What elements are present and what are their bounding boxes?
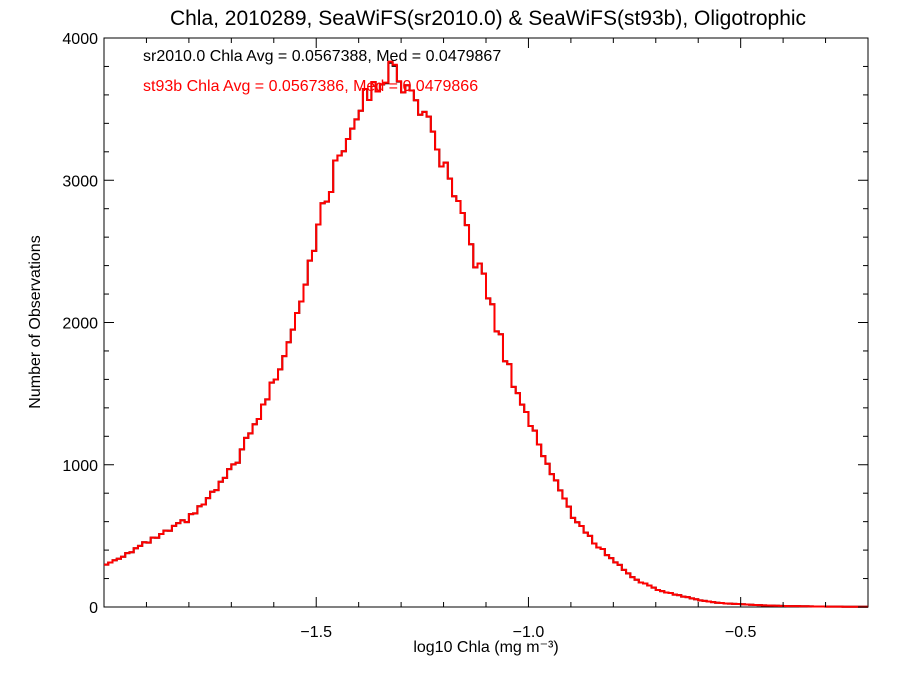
series-layer	[104, 60, 868, 608]
x-tick-label: −1.0	[513, 624, 545, 641]
y-tick-label: 2000	[62, 316, 98, 333]
x-axis-label: log10 Chla (mg m⁻³)	[413, 639, 558, 656]
series-sr2010-line	[104, 61, 868, 608]
y-tick-label: 1000	[62, 458, 98, 475]
chart-title: Chla, 2010289, SeaWiFS(sr2010.0) & SeaWi…	[170, 7, 806, 30]
x-tick-label: −1.5	[300, 624, 332, 641]
y-tick-label: 0	[89, 600, 98, 617]
x-tick-label: −0.5	[725, 624, 757, 641]
series-st93b-line	[104, 60, 868, 608]
y-tick-label: 3000	[62, 173, 98, 190]
y-tick-label: 4000	[62, 31, 98, 48]
annotation-sr2010: sr2010.0 Chla Avg = 0.0567388, Med = 0.0…	[143, 48, 501, 65]
annotation-st93b: st93b Chla Avg = 0.0567386, Med = 0.0479…	[143, 78, 478, 95]
plot-frame	[103, 37, 869, 608]
ticks-layer: −1.5 −1.0 −0.5 0 1000 2000 3000 4000	[62, 31, 868, 641]
y-axis-label: Number of Observations	[27, 235, 44, 408]
